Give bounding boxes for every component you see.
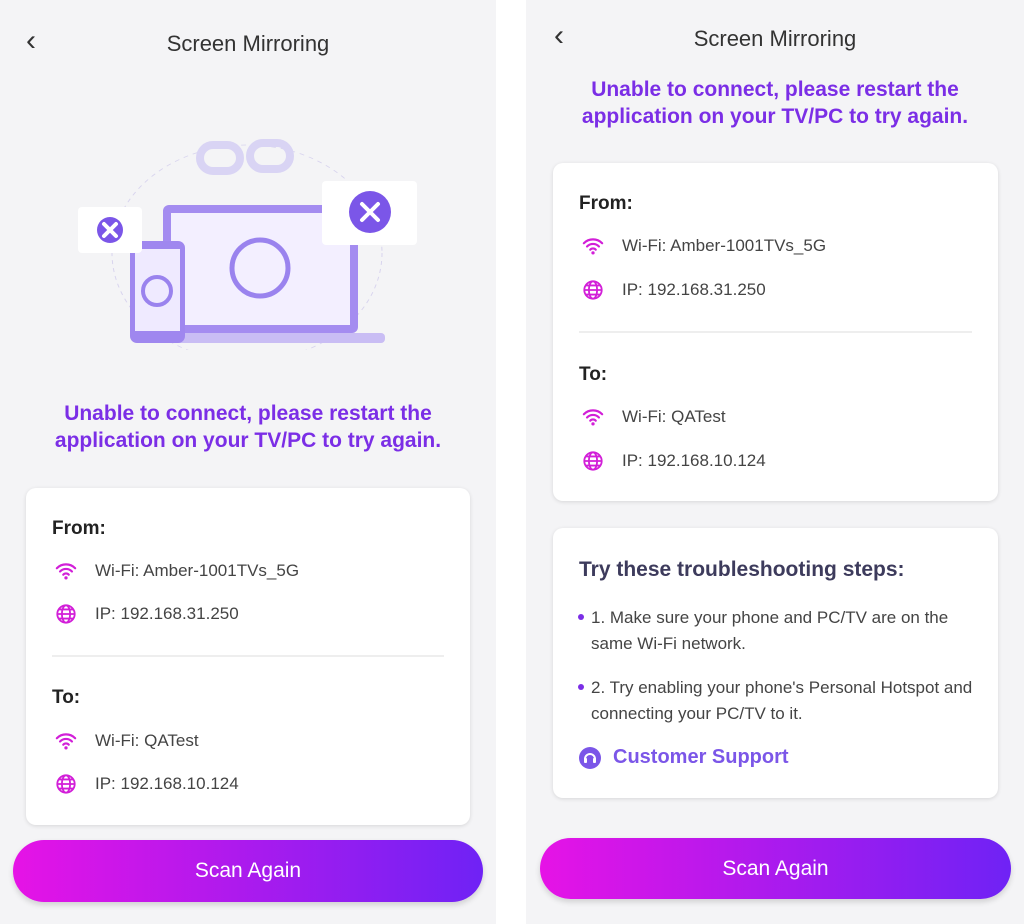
to-label: To:: [52, 687, 81, 708]
screen-left: ‹ Screen Mirroring Unable to connect, pl…: [0, 0, 496, 924]
step: 2. Try enabling your phone's Personal Ho…: [591, 678, 973, 723]
screen-title: Screen Mirroring: [693, 26, 857, 51]
scan-again-button[interactable]: Scan Again: [13, 840, 483, 902]
back-button[interactable]: ‹: [554, 19, 564, 52]
globe-icon: [582, 450, 604, 472]
wifi-text: Wi-Fi: Amber-1001TVs_5G: [622, 236, 827, 255]
error-message: Unable to connect, please restart the ap…: [54, 402, 442, 452]
scan-again-button[interactable]: Scan Again: [540, 838, 1011, 899]
screen-right: ‹ Screen Mirroring Unable to connect, pl…: [526, 0, 1024, 924]
from-ip: IP: 192.168.31.250: [582, 279, 766, 301]
connection-card: From: Wi-Fi: Amber-1001TVs_5G IP: 192.16…: [26, 488, 470, 825]
troubleshooting-card: Try these troubleshooting steps: 1. Make…: [553, 528, 998, 798]
step: 1. Make sure your phone and PC/TV are on…: [591, 608, 949, 653]
from-label: From:: [579, 193, 633, 214]
bullet: [578, 684, 584, 690]
from-wifi: Wi-Fi: Amber-1001TVs_5G: [582, 235, 826, 257]
wifi-icon: [582, 406, 604, 428]
wifi-icon: [55, 730, 77, 752]
ip-text: IP: 192.168.10.124: [95, 774, 239, 793]
to-wifi: Wi-Fi: QATest: [582, 406, 726, 428]
from-label: From:: [52, 518, 106, 539]
wifi-icon: [55, 560, 77, 582]
wifi-icon: [582, 235, 604, 257]
support-text: Customer Support: [613, 746, 789, 768]
support-icon: [579, 746, 601, 769]
wifi-text: Wi-Fi: QATest: [622, 407, 726, 426]
divider: [579, 331, 972, 333]
wifi-text: Wi-Fi: Amber-1001TVs_5G: [95, 561, 300, 580]
from-ip: IP: 192.168.31.250: [55, 603, 239, 625]
ip-text: IP: 192.168.31.250: [622, 280, 766, 299]
divider: [52, 655, 444, 657]
screen-title: Screen Mirroring: [166, 31, 330, 56]
connection-card: From: Wi-Fi: Amber-1001TVs_5G IP: 192.16…: [553, 163, 998, 501]
customer-support-link[interactable]: Customer Support: [579, 746, 789, 769]
ip-text: IP: 192.168.31.250: [95, 604, 239, 623]
from-wifi: Wi-Fi: Amber-1001TVs_5G: [55, 560, 299, 582]
globe-icon: [55, 603, 77, 625]
to-wifi: Wi-Fi: QATest: [55, 730, 199, 752]
error-message: Unable to connect, please restart the ap…: [581, 78, 969, 128]
bullet: [578, 614, 584, 620]
to-label: To:: [579, 364, 608, 385]
to-ip: IP: 192.168.10.124: [55, 773, 239, 795]
ip-text: IP: 192.168.10.124: [622, 451, 766, 470]
to-ip: IP: 192.168.10.124: [582, 450, 766, 472]
illustration: [78, 139, 417, 350]
wifi-text: Wi-Fi: QATest: [95, 731, 199, 750]
globe-icon: [582, 279, 604, 301]
troubleshooting-title: Try these troubleshooting steps:: [579, 558, 905, 581]
globe-icon: [55, 773, 77, 795]
back-button[interactable]: ‹: [26, 24, 36, 57]
